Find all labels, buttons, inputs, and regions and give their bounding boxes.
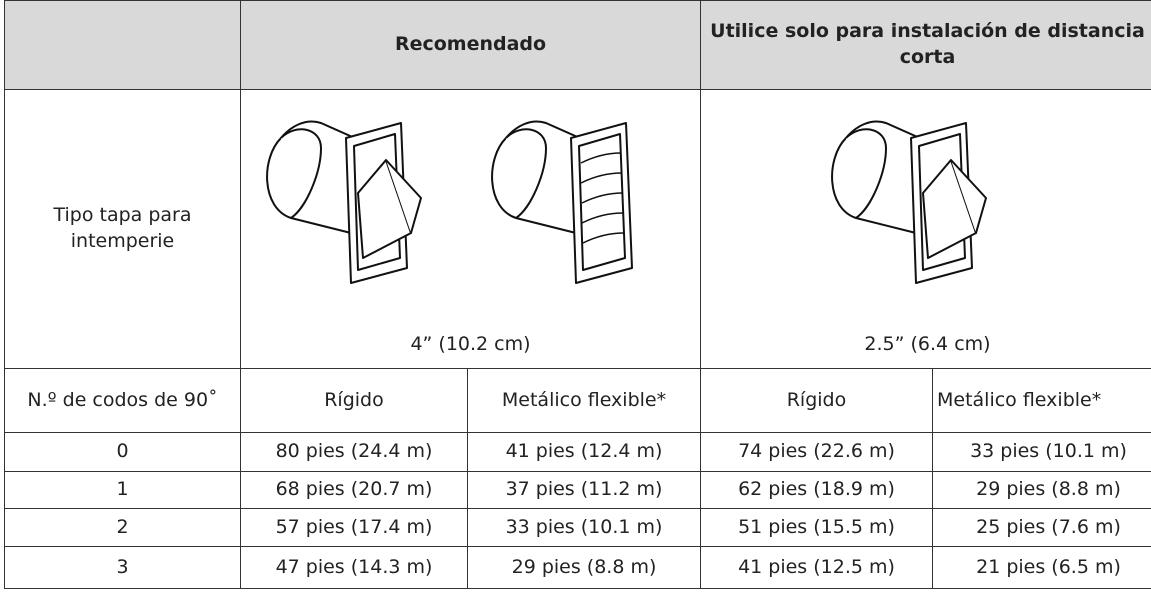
length-cell: 41 pies (12.4 m) xyxy=(467,432,701,472)
data-row: 1 68 pies (20.7 m) 37 pies (11.2 m) 62 pies… xyxy=(4,471,1151,509)
elbow-count: 0 xyxy=(4,432,241,472)
data-row: 3 47 pies (14.3 m) 29 pies (8.8 m) 41 pies … xyxy=(4,546,1151,589)
length-cell: 57 pies (17.4 m) xyxy=(240,508,468,547)
row-label: N.º de codos de 90˚ xyxy=(4,368,241,433)
length-cell: 33 pies (10.1 m) xyxy=(467,508,701,547)
length-cell: 37 pies (11.2 m) xyxy=(467,471,701,509)
image-cell: 4” (10.2 cm) xyxy=(240,89,701,369)
row-label: Tipo tapa para intemperie xyxy=(4,89,241,369)
column-header: Rígido xyxy=(700,368,933,433)
size-caption: 4” (10.2 cm) xyxy=(410,333,531,356)
image-cell: 2.5” (6.4 cm) xyxy=(700,89,1151,369)
length-cell: 29 pies (8.8 m) xyxy=(932,471,1151,509)
length-cell: 33 pies (10.1 m) xyxy=(932,432,1151,472)
header-row: Recomendado Utilice solo para instalació… xyxy=(4,0,1151,90)
data-row: 0 80 pies (24.4 m) 41 pies (12.4 m) 74 pies… xyxy=(4,432,1151,472)
louver-vent-icon xyxy=(476,98,676,298)
vent-table: Recomendado Utilice solo para instalació… xyxy=(4,0,1151,589)
length-cell: 25 pies (7.6 m) xyxy=(932,508,1151,547)
column-header: Rígido xyxy=(240,368,468,433)
length-cell: 29 pies (8.8 m) xyxy=(467,546,701,589)
header-cell: Utilice solo para instalación de distanc… xyxy=(700,0,1151,90)
length-cell: 74 pies (22.6 m) xyxy=(700,432,933,472)
hood-vent-icon xyxy=(251,98,451,298)
elbow-count: 3 xyxy=(4,546,241,589)
length-cell: 80 pies (24.4 m) xyxy=(240,432,468,472)
column-header: Metálico flexible* xyxy=(932,368,1151,433)
length-cell: 68 pies (20.7 m) xyxy=(240,471,468,509)
hood-vent-icon xyxy=(816,98,1016,298)
corner-cell xyxy=(4,0,241,90)
size-caption: 2.5” (6.4 cm) xyxy=(864,333,991,356)
column-header: Metálico flexible* xyxy=(467,368,701,433)
elbow-count: 1 xyxy=(4,471,241,509)
data-row: 2 57 pies (17.4 m) 33 pies (10.1 m) 51 pies… xyxy=(4,508,1151,547)
length-cell: 62 pies (18.9 m) xyxy=(700,471,933,509)
column-header-row: N.º de codos de 90˚ Rígido Metálico flex… xyxy=(4,368,1151,433)
length-cell: 41 pies (12.5 m) xyxy=(700,546,933,589)
length-cell: 21 pies (6.5 m) xyxy=(932,546,1151,589)
cap-row: Tipo tapa para intemperie 4” (10.2 cm) 2… xyxy=(4,89,1151,369)
header-cell: Recomendado xyxy=(240,0,701,90)
length-cell: 51 pies (15.5 m) xyxy=(700,508,933,547)
length-cell: 47 pies (14.3 m) xyxy=(240,546,468,589)
elbow-count: 2 xyxy=(4,508,241,547)
